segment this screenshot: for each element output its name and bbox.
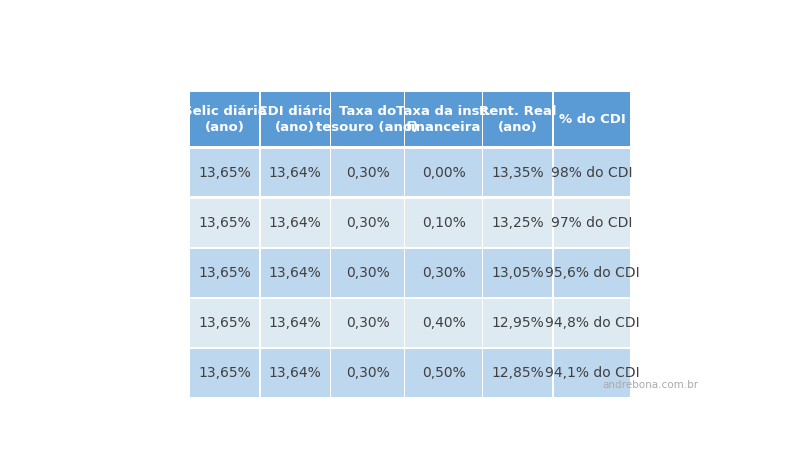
Bar (483, 148, 552, 197)
Text: 0,40%: 0,40% (422, 316, 466, 330)
Bar (554, 249, 630, 297)
Bar (331, 93, 404, 146)
Text: Taxa do
tesouro (ano): Taxa do tesouro (ano) (317, 105, 418, 134)
Text: 13,35%: 13,35% (491, 166, 544, 180)
Bar (190, 93, 259, 146)
Bar (331, 349, 404, 396)
Text: 13,64%: 13,64% (269, 366, 322, 380)
Text: 0,30%: 0,30% (346, 216, 390, 230)
Text: 0,30%: 0,30% (346, 266, 390, 280)
Text: 13,05%: 13,05% (491, 266, 544, 280)
Text: % do CDI: % do CDI (558, 113, 626, 126)
Bar (190, 349, 259, 396)
Bar (261, 199, 330, 247)
Text: 12,85%: 12,85% (491, 366, 544, 380)
Text: CDI diário
(ano): CDI diário (ano) (258, 105, 332, 134)
Bar (331, 199, 404, 247)
Bar (406, 93, 482, 146)
Bar (261, 249, 330, 297)
Text: 0,50%: 0,50% (422, 366, 466, 380)
Text: 13,25%: 13,25% (491, 216, 544, 230)
Text: 13,65%: 13,65% (198, 266, 251, 280)
Text: andrebona.com.br: andrebona.com.br (602, 380, 698, 390)
Bar (261, 148, 330, 197)
Bar (261, 349, 330, 396)
Text: 13,65%: 13,65% (198, 216, 251, 230)
Text: 0,30%: 0,30% (346, 166, 390, 180)
Text: 13,64%: 13,64% (269, 216, 322, 230)
Bar (406, 148, 482, 197)
Text: 13,65%: 13,65% (198, 366, 251, 380)
Text: Selic diária
(ano): Selic diária (ano) (182, 105, 266, 134)
Text: 97% do CDI: 97% do CDI (551, 216, 633, 230)
Text: 0,30%: 0,30% (346, 366, 390, 380)
Text: Taxa da inst.
financeira: Taxa da inst. financeira (396, 105, 491, 134)
Text: 13,65%: 13,65% (198, 316, 251, 330)
Text: 98% do CDI: 98% do CDI (551, 166, 633, 180)
Bar (406, 199, 482, 247)
Text: 0,30%: 0,30% (422, 266, 466, 280)
Bar (483, 93, 552, 146)
Bar (261, 93, 330, 146)
Text: 0,30%: 0,30% (346, 316, 390, 330)
Bar (406, 249, 482, 297)
Bar (554, 93, 630, 146)
Bar (190, 299, 259, 346)
Bar (331, 148, 404, 197)
Bar (331, 299, 404, 346)
Text: 13,64%: 13,64% (269, 266, 322, 280)
Text: 13,65%: 13,65% (198, 166, 251, 180)
Text: 13,64%: 13,64% (269, 166, 322, 180)
Bar (190, 249, 259, 297)
Text: 13,64%: 13,64% (269, 316, 322, 330)
Text: Rent. Real
(ano): Rent. Real (ano) (479, 105, 557, 134)
Bar (406, 299, 482, 346)
Text: 0,00%: 0,00% (422, 166, 466, 180)
Bar (483, 349, 552, 396)
Text: 0,10%: 0,10% (422, 216, 466, 230)
Bar (554, 199, 630, 247)
Bar (331, 249, 404, 297)
Bar (554, 349, 630, 396)
Bar (190, 148, 259, 197)
Bar (554, 299, 630, 346)
Bar (483, 199, 552, 247)
Bar (483, 249, 552, 297)
Text: 12,95%: 12,95% (491, 316, 544, 330)
Bar (554, 148, 630, 197)
Bar (483, 299, 552, 346)
Bar (406, 349, 482, 396)
Bar (261, 299, 330, 346)
Text: 94,8% do CDI: 94,8% do CDI (545, 316, 639, 330)
Text: 95,6% do CDI: 95,6% do CDI (545, 266, 639, 280)
Text: 94,1% do CDI: 94,1% do CDI (545, 366, 639, 380)
Bar (190, 199, 259, 247)
